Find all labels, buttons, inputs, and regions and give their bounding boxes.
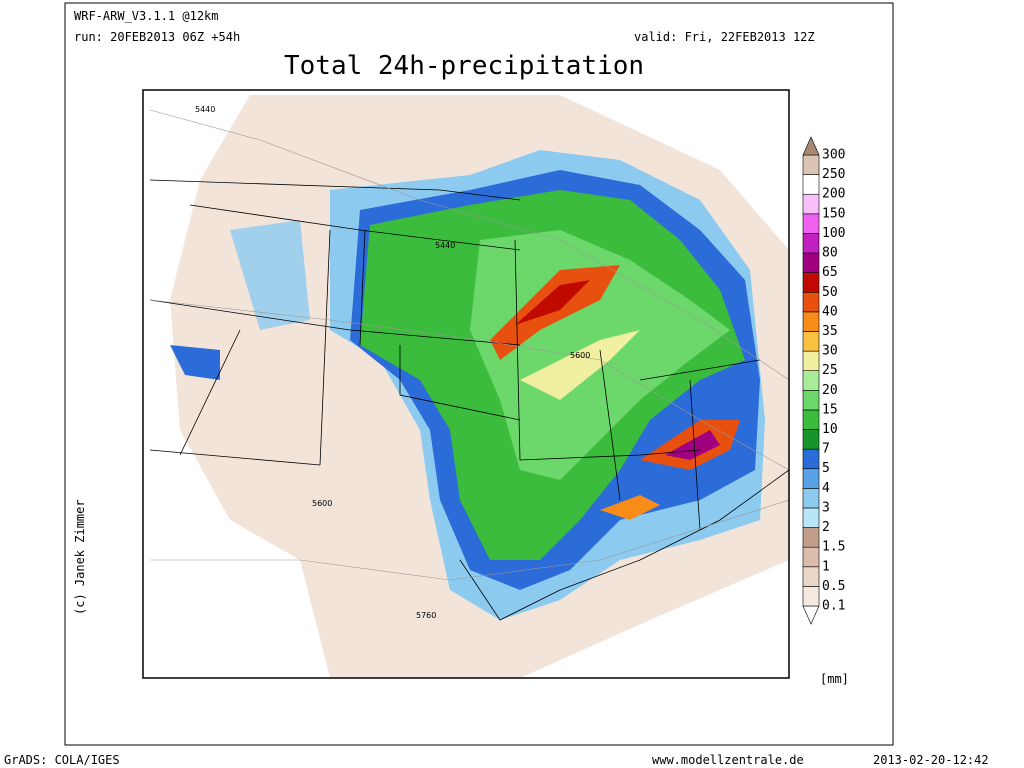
colorbar-label: 5 [822, 461, 830, 476]
colorbar-label: 65 [822, 265, 838, 280]
map-field: 5440 5440 5600 5600 5760 [143, 90, 789, 678]
map-border [142, 89, 790, 679]
colorbar-band [802, 566, 820, 587]
colorbar-unit: [mm] [820, 672, 849, 686]
colorbar-band [802, 448, 820, 470]
contour-label: 5600 [570, 351, 590, 360]
contour-label: 5760 [416, 611, 436, 620]
colorbar-band [802, 468, 820, 489]
yellow-precip [520, 330, 640, 400]
valid-label: valid: Fri, 22FEB2013 12Z [634, 30, 815, 44]
colorbar-label: 25 [822, 363, 838, 378]
colorbar-band [802, 507, 820, 528]
colorbar-band [802, 311, 820, 332]
mountain-precip [230, 220, 310, 330]
blue-precip-west [170, 345, 220, 380]
footer-center: www.modellzentrale.de [652, 753, 804, 767]
colorbar-band [802, 331, 820, 352]
colorbar-label: 15 [822, 402, 838, 417]
map-title: Total 24h-precipitation [284, 51, 644, 81]
colorbar-band [802, 233, 820, 254]
contour-label: 5600 [312, 499, 332, 508]
state-borders [149, 179, 789, 621]
colorbar-label: 3 [822, 500, 830, 515]
colorbar-band [802, 429, 820, 450]
colorbar: 0.1 0.5 1 1.5 2 3 4 5 7 10 15 20 25 30 35 40 50 65 80 100 15… [802, 136, 845, 625]
credit: (c) Janek Zimmer [73, 499, 87, 615]
colorbar-label: 200 [822, 187, 845, 202]
colorbar-band [802, 586, 820, 607]
contour-label: 5440 [195, 105, 215, 114]
contour-label: 5440 [435, 241, 455, 250]
orange-precip [490, 265, 620, 360]
colorbar-arrow-low [802, 605, 820, 625]
colorbar-label: 20 [822, 383, 838, 398]
colorbar-band [802, 488, 820, 509]
colorbar-band [802, 409, 820, 430]
colorbar-label: 30 [822, 344, 838, 359]
colorbar-label: 7 [822, 442, 830, 457]
colorbar-band [802, 174, 820, 195]
colorbar-label: 2 [822, 520, 830, 535]
colorbar-band [802, 370, 820, 391]
colorbar-band [802, 252, 820, 273]
colorbar-band [802, 213, 820, 234]
purple-precip [665, 430, 720, 460]
colorbar-arrow-high [802, 136, 820, 156]
footer-left: GrADS: COLA/IGES [4, 753, 120, 767]
colorbar-band [802, 390, 820, 411]
footer-right: 2013-02-20-12:42 [873, 753, 989, 767]
colorbar-label: 1 [822, 559, 830, 574]
colorbar-label: 40 [822, 304, 838, 319]
colorbar-band [802, 350, 820, 371]
height-contours [149, 109, 789, 581]
model-label: WRF-ARW_V3.1.1 @12km [74, 9, 219, 23]
colorbar-label: 150 [822, 206, 845, 221]
colorbar-label: 100 [822, 226, 845, 241]
colorbar-band [802, 193, 820, 215]
colorbar-label: 80 [822, 246, 838, 261]
colorbar-label: 300 [822, 148, 845, 163]
colorbar-band [802, 527, 820, 548]
colorbar-band [802, 546, 820, 568]
frame [64, 2, 894, 746]
colorbar-label: 250 [822, 167, 845, 182]
colorbar-band [802, 272, 820, 293]
run-label: run: 20FEB2013 06Z +54h [74, 30, 240, 44]
colorbar-band [802, 154, 820, 175]
colorbar-label: 10 [822, 422, 838, 437]
colorbar-label: 35 [822, 324, 838, 339]
colorbar-label: 50 [822, 285, 838, 300]
orange-precip-3 [600, 495, 660, 520]
colorbar-label: 0.1 [822, 599, 845, 614]
red-precip [515, 280, 590, 325]
colorbar-label: 4 [822, 481, 830, 496]
colorbar-label: 0.5 [822, 579, 845, 594]
colorbar-band [802, 291, 820, 313]
colorbar-label: 1.5 [822, 540, 845, 555]
